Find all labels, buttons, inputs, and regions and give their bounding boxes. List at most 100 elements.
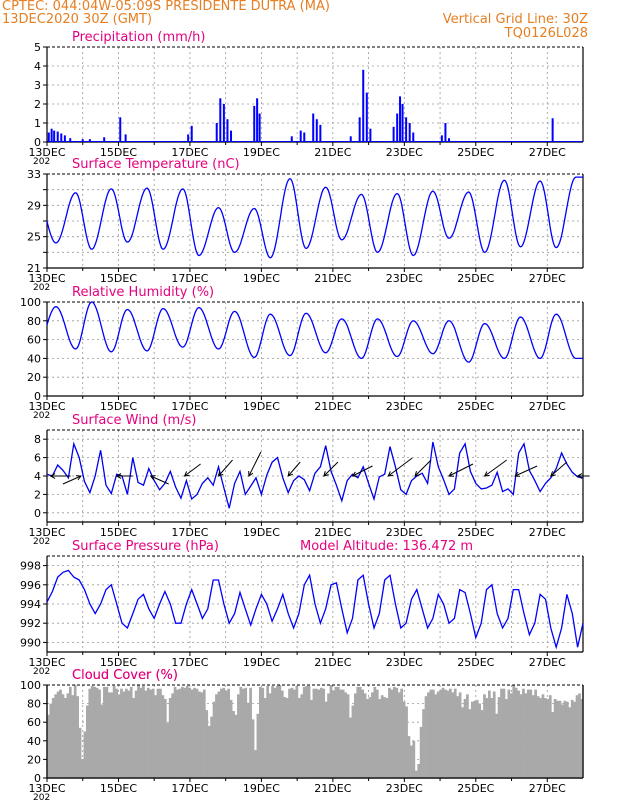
cloud-bar bbox=[127, 690, 131, 778]
cloud-bar bbox=[85, 705, 89, 778]
cloud-bar bbox=[161, 695, 165, 778]
wind-arrow bbox=[150, 475, 169, 485]
y-tick-label: 60 bbox=[27, 334, 41, 347]
precip-bar bbox=[226, 119, 229, 142]
y-tick-label: 4 bbox=[34, 60, 41, 73]
y-tick-label: 40 bbox=[27, 352, 41, 365]
cloud-bar bbox=[249, 687, 252, 778]
cloud-bar bbox=[556, 700, 559, 778]
cloud-bar bbox=[529, 689, 533, 778]
precip-bar bbox=[315, 119, 318, 142]
cloud-bar bbox=[378, 699, 382, 778]
cloud-bar bbox=[449, 688, 452, 778]
precip-bar bbox=[256, 98, 259, 142]
x-tick-label: 21DEC bbox=[314, 526, 351, 539]
cloud-bar bbox=[307, 685, 311, 778]
x-tick-label: 23DEC bbox=[386, 526, 423, 539]
cloud-bar bbox=[385, 698, 389, 778]
wind-arrow-head bbox=[49, 473, 56, 479]
cloud-bar bbox=[185, 685, 189, 778]
precip-bar bbox=[401, 104, 404, 142]
y-tick-label: 100 bbox=[20, 296, 41, 309]
cloud-bar bbox=[171, 693, 174, 778]
y-tick-label: 20 bbox=[27, 371, 41, 384]
x-year-label: 202 bbox=[33, 667, 50, 677]
cloud-bar bbox=[397, 692, 401, 778]
cloud-bar bbox=[502, 688, 506, 778]
wind-arrow-head bbox=[414, 471, 421, 477]
cloud-bar bbox=[568, 707, 572, 778]
cloud-bar bbox=[122, 691, 126, 778]
cloud-bar bbox=[198, 691, 201, 778]
cloud-bar bbox=[66, 693, 70, 778]
cloud-bar bbox=[300, 694, 304, 778]
cloud-bar bbox=[558, 700, 562, 778]
cloud-bar bbox=[254, 750, 257, 778]
x-tick-label: 17DEC bbox=[171, 146, 208, 159]
cloud-bar bbox=[541, 694, 545, 778]
precip-bar bbox=[290, 136, 293, 142]
x-tick-label: 21DEC bbox=[314, 146, 351, 159]
cloud-bar bbox=[93, 686, 97, 778]
cloud-bar bbox=[356, 686, 360, 778]
panel-temperature: 21 25 29 33 13DEC 15DEC 17DEC 19DEC 21DEC 23DEC 25… bbox=[27, 157, 584, 293]
cloud-bar bbox=[534, 689, 538, 778]
cloud-bar bbox=[234, 714, 238, 778]
wind-arrow bbox=[184, 463, 201, 477]
cloud-bar bbox=[146, 687, 150, 778]
cloud-bar bbox=[351, 705, 355, 778]
precip-bar bbox=[312, 113, 315, 142]
cloud-bar bbox=[246, 702, 250, 778]
cloud-bar bbox=[117, 694, 121, 778]
cloud-bar bbox=[319, 687, 323, 778]
cloud-bar bbox=[217, 691, 221, 778]
cloud-bar bbox=[273, 687, 277, 778]
cloud-bar bbox=[229, 699, 233, 778]
wind-arrow bbox=[387, 457, 413, 477]
x-tick-label: 25DEC bbox=[457, 526, 494, 539]
x-tick-label: 19DEC bbox=[243, 782, 280, 795]
cloud-bar bbox=[176, 689, 179, 778]
y-tick-label: 29 bbox=[27, 199, 41, 212]
precip-bar bbox=[69, 138, 72, 142]
y-tick-label: 80 bbox=[27, 698, 41, 711]
cloud-bar bbox=[336, 686, 340, 778]
cloud-bar bbox=[154, 695, 157, 778]
cloud-bar bbox=[358, 686, 362, 778]
cloud-bar bbox=[232, 711, 235, 778]
y-tick-label: 80 bbox=[27, 315, 41, 328]
x-tick-label: 25DEC bbox=[457, 272, 494, 285]
wind-arrow-head bbox=[323, 471, 329, 477]
panel-wind: 0 2 4 6 8 13DEC 15DEC 17DEC 19DEC 21DEC 23DEC 25DEC… bbox=[28, 413, 590, 547]
cloud-bar bbox=[195, 688, 199, 778]
cloud-bar bbox=[224, 690, 228, 778]
cloud-bar bbox=[95, 687, 99, 778]
cloud-bar bbox=[407, 736, 411, 778]
y-tick-label: 2 bbox=[34, 488, 41, 501]
cloud-bar bbox=[107, 692, 111, 778]
cloud-bar bbox=[181, 686, 184, 778]
cloud-bar bbox=[492, 691, 496, 778]
cloud-bar bbox=[59, 689, 62, 778]
precip-bar bbox=[319, 124, 322, 142]
precip-bar bbox=[253, 105, 256, 142]
cloud-bar bbox=[302, 686, 306, 778]
cloud-bar bbox=[395, 687, 399, 778]
cloud-bar bbox=[410, 745, 413, 778]
cloud-bar bbox=[312, 688, 316, 778]
cloud-bar bbox=[341, 689, 345, 778]
x-tick-label: 23DEC bbox=[386, 272, 423, 285]
wind-arrow-head bbox=[75, 475, 82, 481]
precip-bar bbox=[88, 139, 91, 142]
x-year-label: 202 bbox=[33, 157, 50, 167]
wind-arrow-head bbox=[217, 470, 224, 477]
cloud-bar bbox=[288, 688, 291, 778]
y-tick-label: 990 bbox=[20, 636, 41, 649]
cloud-bar bbox=[580, 699, 584, 778]
cloud-bar bbox=[480, 710, 484, 778]
y-tick-label: 0 bbox=[34, 507, 41, 520]
wind-arrow bbox=[323, 461, 339, 477]
precip-bar bbox=[81, 139, 84, 142]
x-tick-label: 19DEC bbox=[243, 400, 280, 413]
x-tick-label: 27DEC bbox=[529, 146, 566, 159]
